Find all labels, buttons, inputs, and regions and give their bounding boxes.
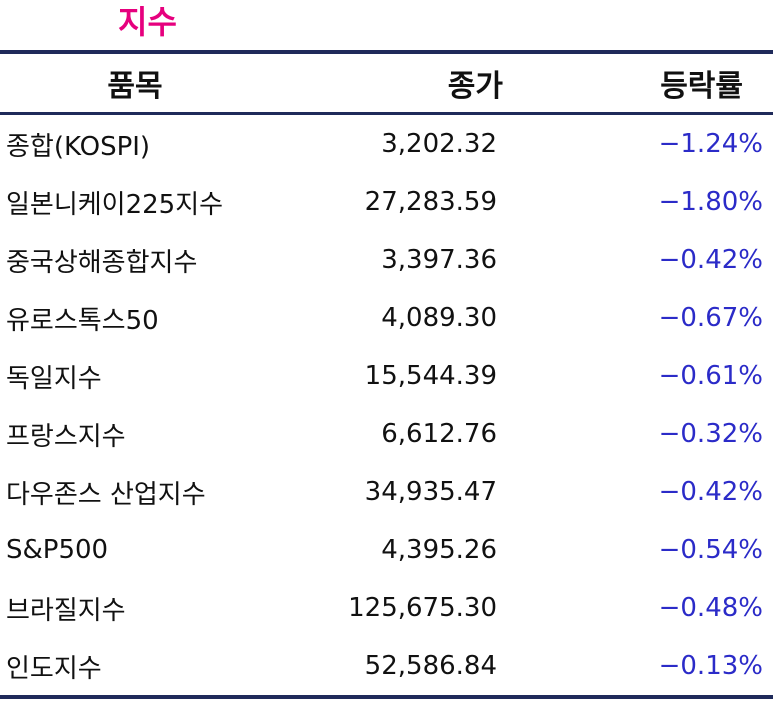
- table-bottom-rule: [0, 695, 773, 699]
- row-name: 프랑스지수: [6, 421, 126, 452]
- row-change: −0.61%: [658, 361, 763, 391]
- header-name: 품목: [107, 69, 163, 104]
- table-row: 종합(KOSPI) 3,202.32 −1.24%: [0, 115, 773, 173]
- row-name: 인도지수: [6, 653, 102, 684]
- table-row: 일본니케이225지수 27,283.59 −1.80%: [0, 173, 773, 231]
- row-name: 중국상해종합지수: [6, 247, 198, 278]
- row-change: −0.13%: [658, 651, 763, 681]
- row-price: 4,395.26: [381, 535, 497, 565]
- index-table: 품목 종가 등락률 종합(KOSPI) 3,202.32 −1.24% 일본니케…: [0, 50, 773, 699]
- row-name: 다우존스 산업지수: [6, 479, 206, 510]
- row-name: 유로스톡스50: [6, 305, 159, 336]
- row-change: −0.67%: [658, 303, 763, 333]
- row-price: 3,202.32: [381, 129, 497, 159]
- row-price: 52,586.84: [364, 651, 497, 681]
- row-price: 4,089.30: [381, 303, 497, 333]
- table-row: 프랑스지수 6,612.76 −0.32%: [0, 405, 773, 463]
- row-price: 3,397.36: [381, 245, 497, 275]
- row-change: −0.54%: [658, 535, 763, 565]
- row-change: −1.24%: [658, 129, 763, 159]
- header-price: 종가: [447, 69, 503, 104]
- header-change: 등락률: [660, 69, 743, 104]
- table-top-rule: [0, 50, 773, 54]
- row-change: −0.42%: [658, 245, 763, 275]
- row-price: 125,675.30: [348, 593, 497, 623]
- row-name: 독일지수: [6, 363, 102, 394]
- row-price: 15,544.39: [364, 361, 497, 391]
- row-price: 6,612.76: [381, 419, 497, 449]
- table-row: S&P500 4,395.26 −0.54%: [0, 521, 773, 579]
- table-row: 인도지수 52,586.84 −0.13%: [0, 637, 773, 695]
- row-change: −0.48%: [658, 593, 763, 623]
- row-name: 브라질지수: [6, 595, 126, 626]
- row-name: 종합(KOSPI): [6, 131, 151, 162]
- table-row: 다우존스 산업지수 34,935.47 −0.42%: [0, 463, 773, 521]
- table-row: 유로스톡스50 4,089.30 −0.67%: [0, 289, 773, 347]
- row-change: −1.80%: [658, 187, 763, 217]
- table-row: 브라질지수 125,675.30 −0.48%: [0, 579, 773, 637]
- row-name: S&P500: [6, 535, 109, 565]
- row-name: 일본니케이225지수: [6, 189, 224, 220]
- table-header-row: 품목 종가 등락률: [0, 54, 773, 112]
- page-title: 지수: [118, 3, 177, 41]
- row-change: −0.32%: [658, 419, 763, 449]
- table-row: 독일지수 15,544.39 −0.61%: [0, 347, 773, 405]
- row-price: 34,935.47: [364, 477, 497, 507]
- table-row: 중국상해종합지수 3,397.36 −0.42%: [0, 231, 773, 289]
- row-price: 27,283.59: [364, 187, 497, 217]
- table-header-rule: [0, 112, 773, 115]
- row-change: −0.42%: [658, 477, 763, 507]
